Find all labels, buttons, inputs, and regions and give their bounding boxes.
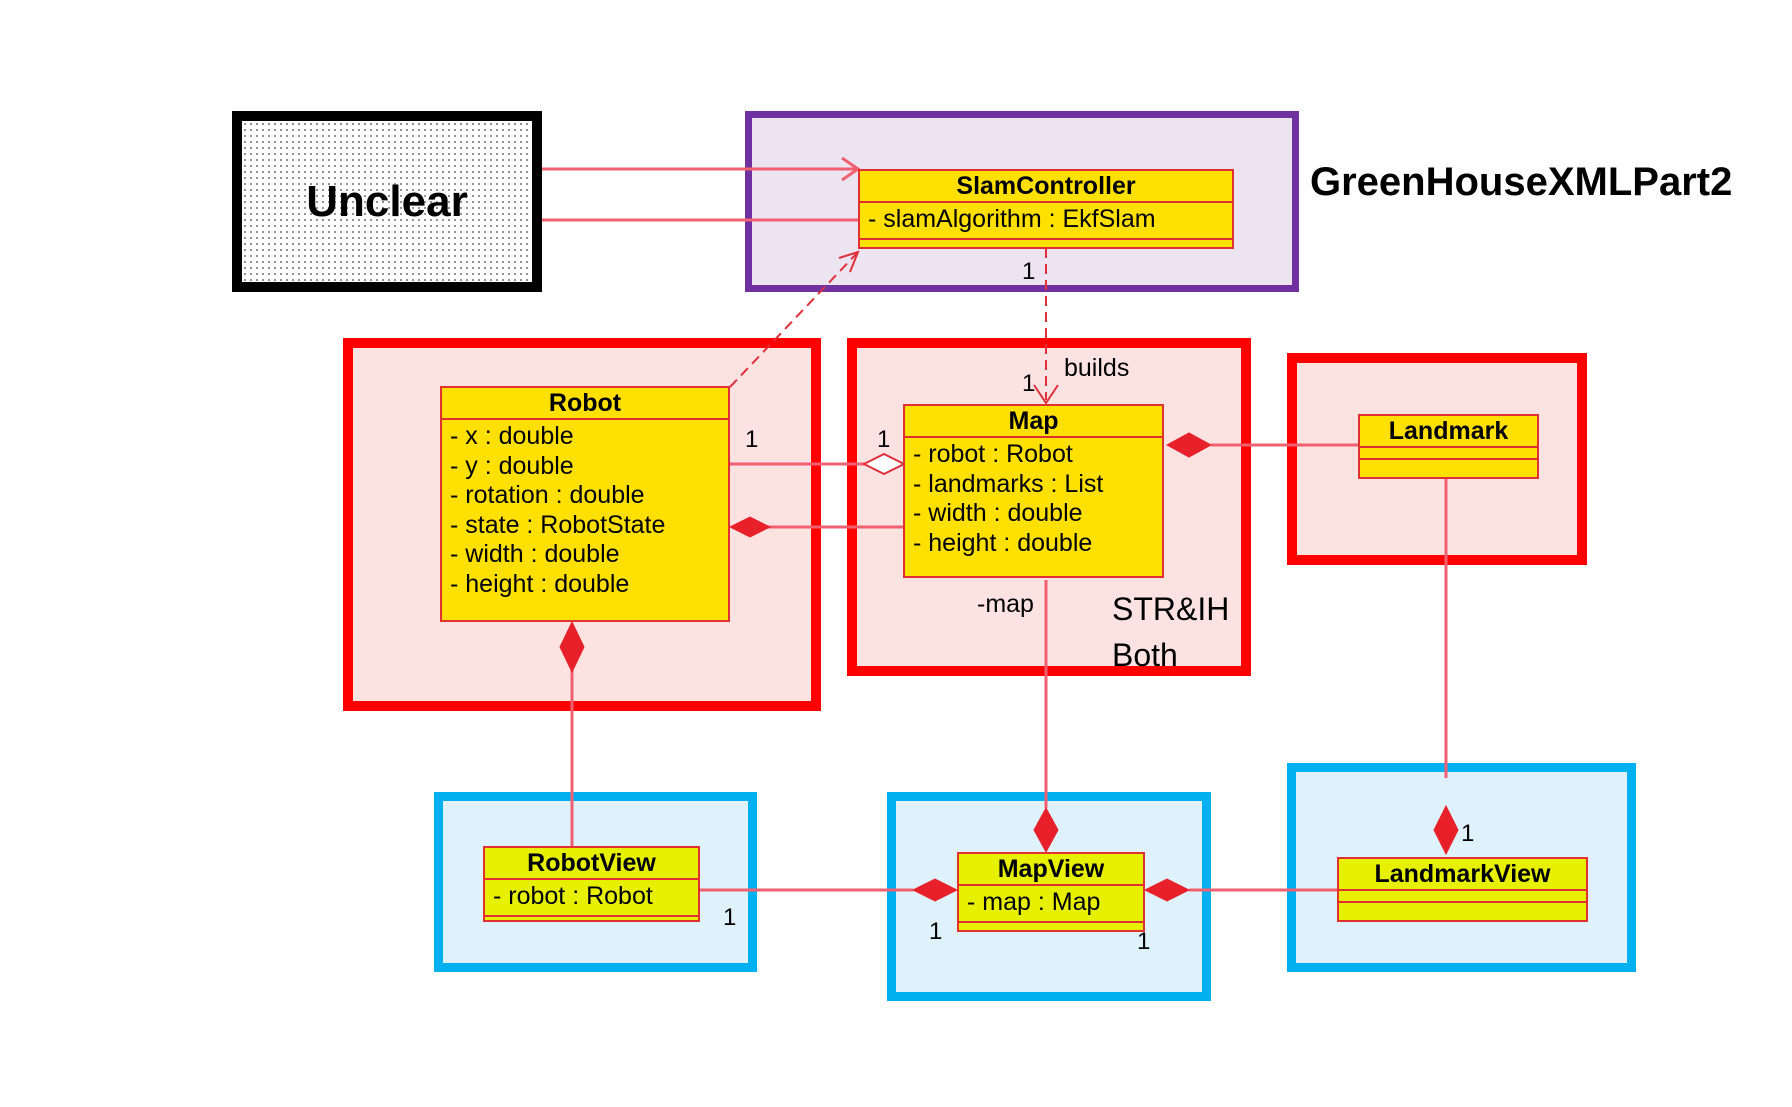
- landmarkview-attributes: [1339, 891, 1586, 903]
- composition-diamond-landmarkview-landmark: [1433, 804, 1459, 856]
- slamcontroller-class[interactable]: SlamController - slamAlgorithm : EkfSlam: [858, 169, 1234, 249]
- slamcontroller-class-name: SlamController: [860, 171, 1232, 203]
- mapview-attributes: - map : Map: [959, 886, 1143, 921]
- map-class-name: Map: [905, 406, 1162, 438]
- mapview-operations: [959, 920, 1143, 930]
- composition-diamond-mapview-landmarkview: [1143, 878, 1191, 902]
- attribute-robot: - robot : Robot: [913, 440, 1073, 468]
- mapview-class-name: MapView: [959, 854, 1143, 886]
- map-attributes: - robot : Robot - landmarks : List - wid…: [905, 438, 1162, 561]
- map-class[interactable]: Map - robot : Robot - landmarks : List -…: [903, 404, 1164, 578]
- attribute-width: - width : double: [913, 499, 1083, 527]
- unclear-label: Unclear: [306, 176, 468, 226]
- robot-class[interactable]: Robot - x : double - y : double - rotati…: [440, 386, 730, 622]
- attribute-landmarks: - landmarks : List: [913, 469, 1104, 498]
- landmarkview-class[interactable]: LandmarkView: [1337, 857, 1588, 922]
- robot-class-name: Robot: [442, 388, 728, 420]
- multiplicity-mapview-right: 1: [1137, 928, 1151, 955]
- landmark-attributes: [1360, 448, 1537, 460]
- robotview-class[interactable]: RobotView - robot : Robot: [483, 846, 700, 922]
- attribute-state: - state : RobotState: [450, 510, 666, 539]
- unclear-region: Unclear: [232, 111, 542, 292]
- landmark-class-name: Landmark: [1360, 416, 1537, 448]
- arrowhead-builds: [1033, 384, 1059, 405]
- multiplicity-robot-end: 1: [745, 426, 759, 453]
- diagram-title: GreenHouseXMLPart2: [1310, 160, 1733, 204]
- multiplicity-robotview: 1: [723, 904, 737, 931]
- composition-diamond-mapview-map: [1033, 806, 1059, 854]
- multiplicity-builds-source: 1: [1022, 258, 1036, 285]
- slamcontroller-attributes: - slamAlgorithm : EkfSlam: [860, 203, 1232, 238]
- multiplicity-landmarkview: 1: [1461, 820, 1475, 847]
- composition-diamond-mapview-robotview: [911, 878, 959, 902]
- attribute-slamalgorithm: - slamAlgorithm : EkfSlam: [868, 205, 1156, 233]
- attribute-rotation: - rotation : double: [450, 481, 645, 509]
- multiplicity-builds-target: 1: [1022, 370, 1036, 397]
- multiplicity-map-end: 1: [877, 426, 891, 453]
- attribute-width: - width : double: [450, 540, 620, 568]
- robot-attributes: - x : double - y : double - rotation : d…: [442, 420, 728, 602]
- arrowhead-controller-dependency: [838, 250, 860, 273]
- attribute-x: - x : double: [450, 422, 574, 450]
- composition-diamond-map-landmark: [1165, 432, 1213, 458]
- landmarkview-class-name: LandmarkView: [1339, 859, 1586, 891]
- attribute-y: - y : double: [450, 451, 574, 480]
- robot-to-controller-dependency: [729, 251, 859, 388]
- landmark-operations: [1360, 460, 1537, 470]
- robotview-class-name: RobotView: [485, 848, 698, 880]
- multiplicity-mapview-left: 1: [929, 918, 943, 945]
- mapview-class[interactable]: MapView - map : Map: [957, 852, 1145, 932]
- attribute-height: - height : double: [913, 528, 1093, 557]
- slamcontroller-operations: [860, 237, 1232, 247]
- note-line-2: Both: [1112, 637, 1178, 673]
- landmark-class[interactable]: Landmark: [1358, 414, 1539, 479]
- attribute-robot: - robot : Robot: [493, 882, 653, 910]
- robotview-attributes: - robot : Robot: [485, 880, 698, 915]
- note-line-1: STR&IH: [1112, 591, 1230, 627]
- attribute-map: - map : Map: [967, 888, 1101, 916]
- map-role-label: -map: [977, 590, 1034, 618]
- robotview-operations: [485, 914, 698, 924]
- composition-diamond-map-robot: [728, 516, 772, 538]
- aggregation-diamond-map-robot: [861, 452, 907, 476]
- landmarkview-operations: [1339, 903, 1586, 913]
- builds-label: builds: [1064, 354, 1130, 382]
- composition-diamond-robot-robotview: [559, 620, 585, 674]
- attribute-height: - height : double: [450, 569, 630, 598]
